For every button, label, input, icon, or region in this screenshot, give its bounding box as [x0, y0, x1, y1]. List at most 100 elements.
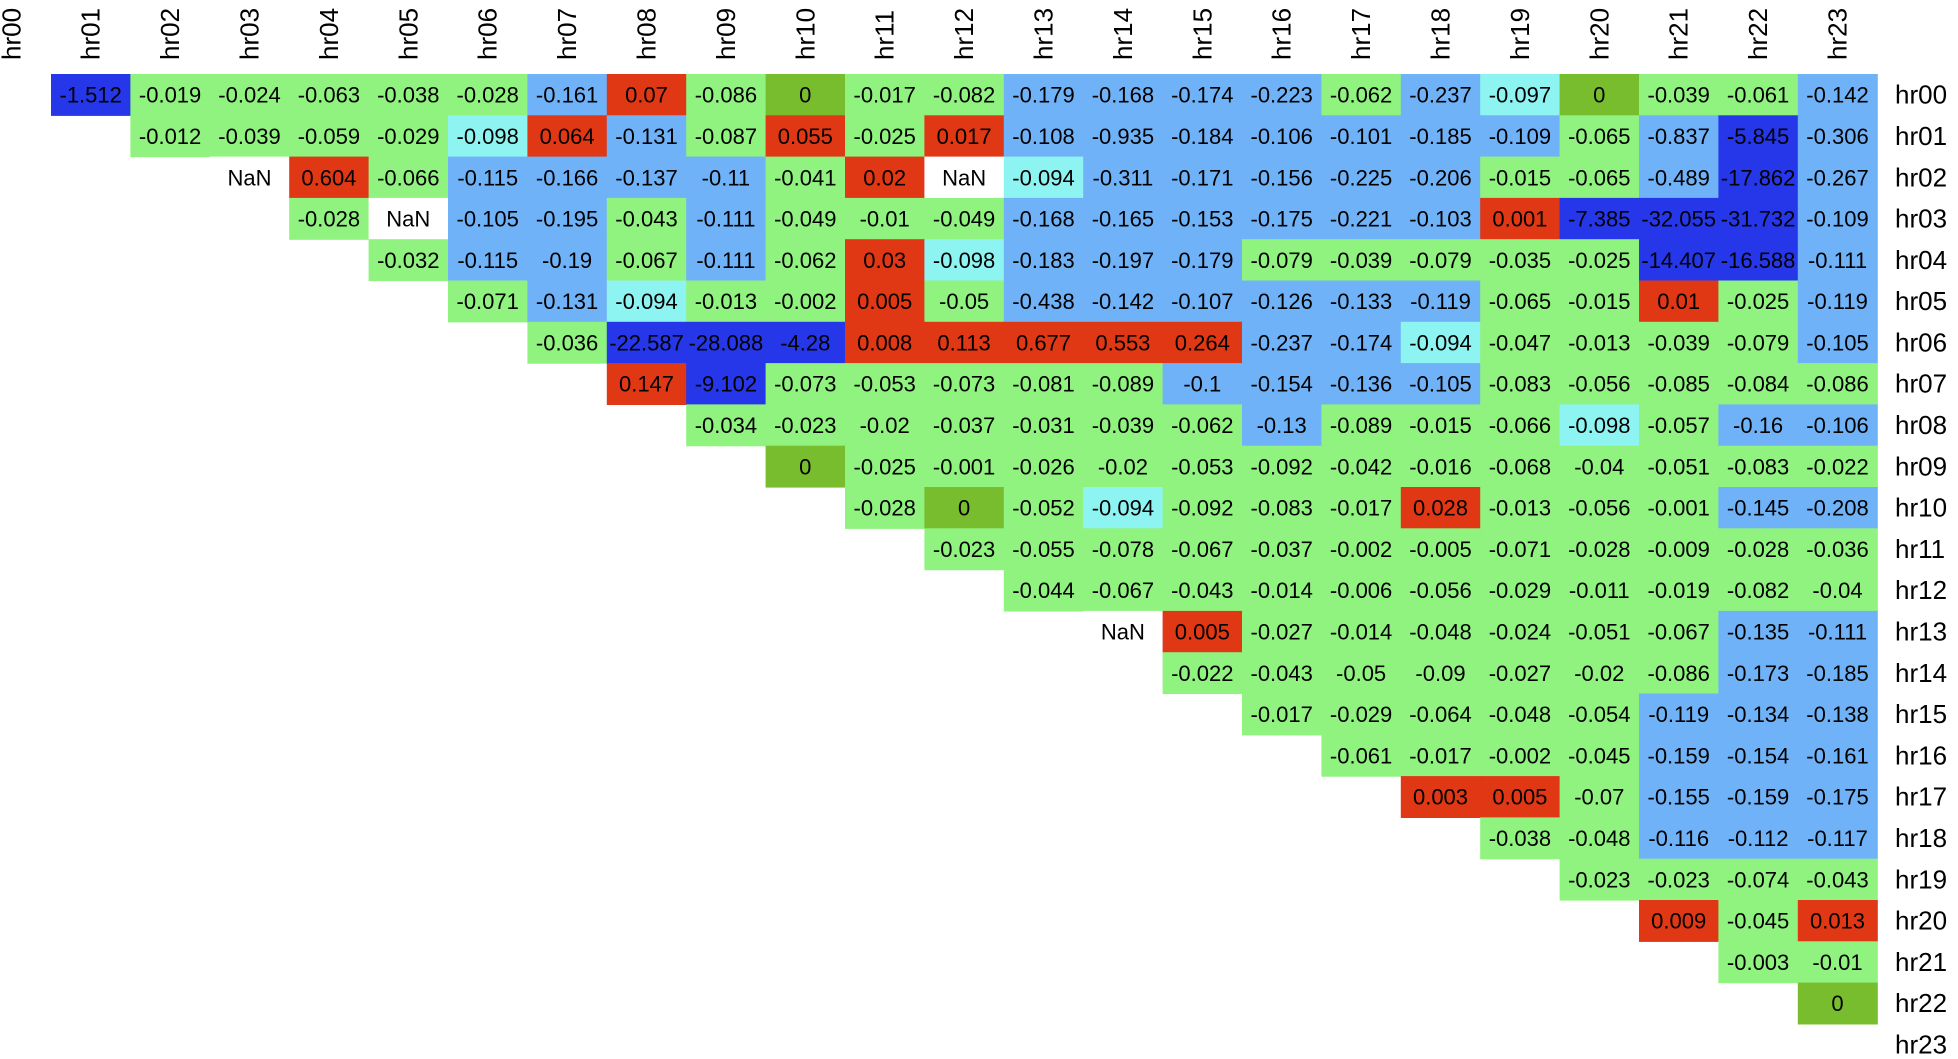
cell-value-hr12-hr21: -0.019	[1648, 578, 1710, 603]
column-label-hr13: hr13	[1029, 8, 1059, 60]
heatmap-cell: -0.173	[1718, 652, 1799, 695]
cell-rect-hr06-hr20	[1559, 321, 1640, 364]
cell-rect-hr11-hr23	[1797, 528, 1878, 571]
heatmap-cell: -0.103	[1400, 197, 1481, 240]
cell-value-hr18-hr22: -0.112	[1728, 826, 1789, 851]
cell-rect-hr13-hr14	[1083, 610, 1164, 653]
cell-value-hr13-hr15: 0.005	[1175, 620, 1230, 645]
cell-value-hr12-hr23: -0.04	[1812, 578, 1862, 603]
cell-value-hr16-hr17: -0.061	[1330, 743, 1392, 768]
heatmap-cell: NaN	[924, 156, 1005, 199]
cell-rect-hr08-hr17	[1321, 404, 1402, 447]
heatmap-cell: -0.105	[1797, 321, 1878, 364]
heatmap-cell: -0.017	[1321, 487, 1402, 529]
cell-rect-hr00-hr12	[924, 74, 1005, 116]
heatmap-cell: -0.086	[1639, 652, 1719, 695]
heatmap-cell: -0.025	[845, 115, 925, 158]
cell-value-hr08-hr17: -0.089	[1330, 413, 1392, 438]
cell-rect-hr11-hr16	[1242, 528, 1322, 571]
heatmap-cell: -0.009	[1639, 528, 1719, 571]
cell-value-hr01-hr03: -0.039	[218, 124, 280, 149]
heatmap-cell: 0	[1559, 74, 1640, 116]
cell-rect-hr13-hr19	[1480, 610, 1561, 653]
heatmap-cell: -0.116	[1639, 817, 1719, 860]
cell-value-hr03-hr19: 0.001	[1492, 207, 1547, 232]
cell-value-hr09-hr23: -0.022	[1806, 454, 1868, 479]
cell-value-hr01-hr15: -0.184	[1171, 124, 1233, 149]
heatmap-cell: -0.039	[1321, 239, 1402, 282]
cell-rect-hr16-hr20	[1559, 734, 1640, 777]
cell-value-hr06-hr18: -0.094	[1409, 330, 1471, 355]
cell-value-hr18-hr23: -0.117	[1807, 826, 1868, 851]
heatmap-cell: -0.023	[1639, 858, 1719, 901]
cell-rect-hr03-hr05	[368, 197, 449, 240]
cell-value-hr16-hr20: -0.045	[1568, 743, 1630, 768]
cell-value-hr04-hr23: -0.111	[1808, 248, 1867, 273]
cell-value-hr02-hr08: -0.137	[615, 165, 677, 190]
column-label-hr06: hr06	[473, 8, 503, 60]
row-label-hr13: hr13	[1895, 617, 1947, 647]
heatmap-cell: -0.065	[1559, 156, 1640, 199]
cell-rect-hr07-hr20	[1559, 363, 1640, 405]
cell-value-hr13-hr23: -0.111	[1808, 620, 1867, 645]
cell-value-hr11-hr12: -0.023	[933, 537, 995, 562]
heatmap-cell: -0.223	[1242, 74, 1322, 116]
cell-value-hr14-hr20: -0.02	[1574, 661, 1624, 686]
heatmap-cell: -0.056	[1400, 569, 1481, 612]
row-label-hr05: hr05	[1895, 286, 1947, 316]
heatmap-cell: -0.19	[527, 239, 608, 282]
cell-value-hr17-hr23: -0.175	[1806, 785, 1868, 810]
cell-rect-hr15-hr19	[1480, 693, 1561, 736]
cell-value-hr03-hr18: -0.103	[1409, 207, 1471, 232]
cell-value-hr15-hr21: -0.119	[1648, 702, 1709, 727]
cell-value-hr19-hr20: -0.023	[1568, 867, 1630, 892]
cell-value-hr00-hr20: 0	[1593, 83, 1605, 108]
heatmap-cell: -0.111	[1797, 239, 1878, 282]
column-label-hr02: hr02	[155, 8, 185, 60]
heatmap-cell: -0.07	[1559, 776, 1640, 818]
cell-value-hr11-hr17: -0.002	[1330, 537, 1392, 562]
cell-value-hr12-hr22: -0.082	[1727, 578, 1789, 603]
cell-value-hr01-hr19: -0.109	[1489, 124, 1551, 149]
cell-value-hr08-hr15: -0.062	[1171, 413, 1233, 438]
cell-rect-hr03-hr23	[1797, 197, 1878, 240]
cell-rect-hr01-hr18	[1400, 115, 1481, 158]
heatmap-cell: -0.098	[924, 239, 1005, 282]
cell-rect-hr03-hr10	[765, 197, 846, 240]
cell-value-hr04-hr09: -0.111	[696, 248, 755, 273]
cell-rect-hr18-hr20	[1559, 817, 1640, 860]
cell-value-hr10-hr19: -0.013	[1489, 496, 1551, 521]
cell-rect-hr05-hr18	[1400, 280, 1481, 323]
cell-rect-hr02-hr17	[1321, 156, 1402, 199]
cell-value-hr05-hr12: -0.05	[939, 289, 989, 314]
cell-value-hr03-hr23: -0.109	[1806, 207, 1868, 232]
cell-value-hr07-hr15: -0.1	[1183, 372, 1221, 397]
cell-value-hr20-hr23: 0.013	[1810, 909, 1865, 934]
heatmap-cell: -0.065	[1480, 280, 1561, 323]
column-label-hr21: hr21	[1664, 8, 1694, 60]
cell-rect-hr16-hr18	[1400, 734, 1481, 777]
heatmap-cell: -0.024	[1480, 610, 1561, 653]
heatmap-cell: -0.112	[1718, 817, 1799, 860]
cell-value-hr02-hr12: NaN	[942, 165, 986, 190]
heatmap-cell: -0.062	[1321, 74, 1402, 116]
cell-value-hr07-hr20: -0.056	[1568, 372, 1630, 397]
heatmap-cell: -0.017	[845, 74, 925, 116]
cell-value-hr03-hr15: -0.153	[1171, 207, 1233, 232]
cell-value-hr14-hr22: -0.173	[1727, 661, 1789, 686]
heatmap-cell: -0.135	[1718, 610, 1799, 653]
cell-value-hr05-hr15: -0.107	[1171, 289, 1233, 314]
heatmap-cell: -0.039	[1639, 321, 1719, 364]
cell-rect-hr06-hr14	[1083, 321, 1164, 364]
cell-rect-hr14-hr16	[1242, 652, 1322, 695]
heatmap-cell: -0.098	[448, 115, 528, 158]
heatmap-cell: -0.195	[527, 197, 608, 240]
cell-value-hr07-hr19: -0.083	[1489, 372, 1551, 397]
cell-value-hr02-hr11: 0.02	[863, 165, 906, 190]
cell-value-hr06-hr23: -0.105	[1806, 330, 1868, 355]
cell-rect-hr10-hr15	[1162, 487, 1243, 529]
cell-rect-hr06-hr11	[845, 321, 925, 364]
column-label-hr23: hr23	[1823, 8, 1853, 60]
heatmap-cell: -0.306	[1797, 115, 1878, 158]
heatmap-cell: -0.184	[1162, 115, 1243, 158]
